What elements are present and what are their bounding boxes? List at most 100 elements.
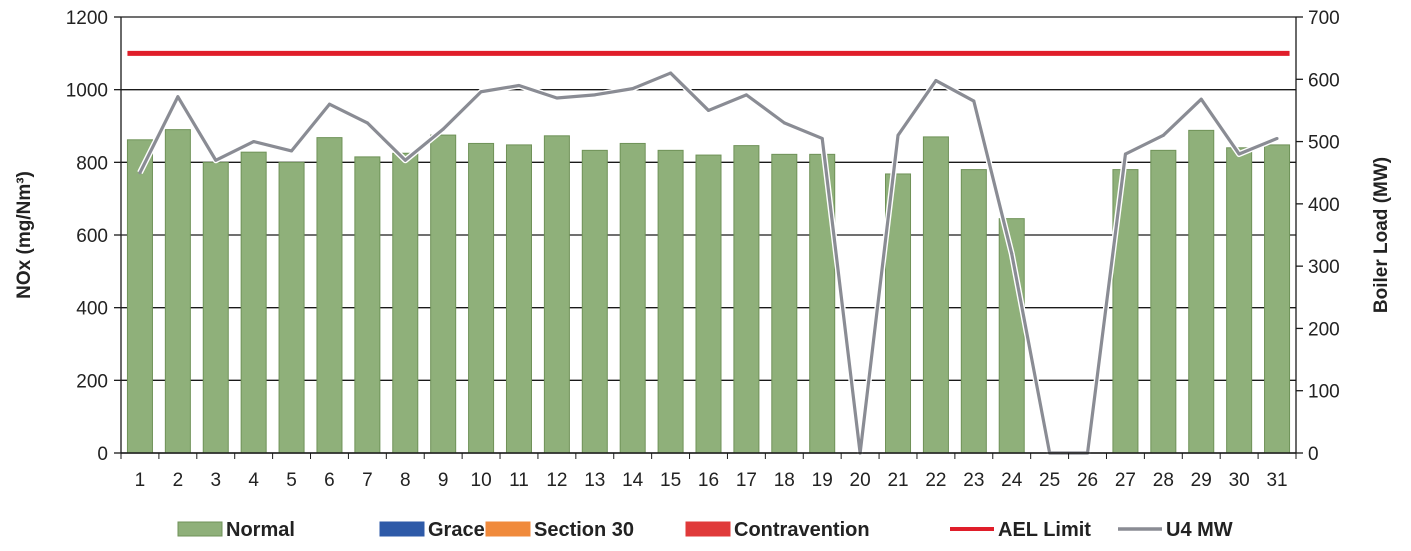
point-u4-mw <box>290 149 294 153</box>
x-tick-label: 23 <box>963 470 984 491</box>
bar-normal <box>468 142 495 454</box>
legend-label-grace: Grace <box>428 519 485 541</box>
x-tick-label: 13 <box>584 470 605 491</box>
bar-normal <box>960 169 987 454</box>
x-tick-label: 27 <box>1115 470 1136 491</box>
axes <box>114 16 1303 459</box>
right-tick-label: 700 <box>1308 8 1340 29</box>
point-u4-mw <box>138 171 142 175</box>
x-axis-ticks: 1 2 3 4 5 6 7 8 9 10 11 12 13 14 15 16 17 18 19 20 21 22 23 24 2… <box>135 470 1288 491</box>
x-tick-label: 31 <box>1266 470 1287 491</box>
point-u4-mw <box>176 95 180 99</box>
bar-normal <box>771 153 798 454</box>
left-tick-label: 200 <box>76 371 108 392</box>
x-tick-label: 12 <box>546 470 567 491</box>
legend-swatch-contravention <box>685 521 731 537</box>
bar-normal <box>1264 144 1291 454</box>
point-u4-mw <box>1123 152 1127 156</box>
legend-label-normal: Normal <box>226 519 295 541</box>
x-tick-label: 9 <box>438 470 449 491</box>
right-axis-ticks: 0 100 200 300 400 500 600 700 <box>1308 8 1340 465</box>
bar-normal <box>543 135 570 454</box>
x-tick-label: 2 <box>173 470 184 491</box>
point-u4-mw <box>669 71 673 75</box>
x-tick-label: 1 <box>135 470 146 491</box>
bar-normal <box>126 139 153 454</box>
bar-normal <box>581 149 608 454</box>
point-u4-mw <box>365 121 369 125</box>
bar-normal <box>505 144 532 454</box>
x-tick-label: 18 <box>774 470 795 491</box>
legend-label-contravention: Contravention <box>734 519 870 541</box>
bar-normal <box>695 154 722 454</box>
point-u4-mw <box>934 79 938 83</box>
x-tick-label: 4 <box>248 470 259 491</box>
point-u4-mw <box>517 84 521 88</box>
bar-series-normal <box>126 129 1291 454</box>
x-tick-label: 6 <box>324 470 335 491</box>
bar-normal <box>202 161 229 454</box>
x-tick-label: 24 <box>1001 470 1023 491</box>
bar-normal <box>922 136 949 454</box>
point-u4-mw <box>252 140 256 144</box>
bar-normal <box>657 149 684 454</box>
point-u4-mw <box>1010 252 1014 256</box>
bar-normal <box>164 129 191 454</box>
bar-normal <box>1188 129 1215 454</box>
x-tick-label: 26 <box>1077 470 1098 491</box>
bar-normal <box>1150 149 1177 454</box>
legend-label-ael-limit: AEL Limit <box>998 519 1091 541</box>
right-tick-label: 400 <box>1308 195 1340 216</box>
x-tick-label: 28 <box>1153 470 1174 491</box>
legend: Normal Grace Section 30 Contravention AEL Li… <box>177 519 1233 541</box>
left-tick-label: 1200 <box>66 8 108 29</box>
point-u4-mw <box>1199 97 1203 101</box>
bar-normal <box>733 145 760 454</box>
point-u4-mw <box>327 102 331 106</box>
left-tick-label: 0 <box>97 444 108 465</box>
x-tick-label: 3 <box>210 470 221 491</box>
point-u4-mw <box>744 93 748 97</box>
x-tick-label: 22 <box>925 470 946 491</box>
x-tick-label: 17 <box>736 470 757 491</box>
left-tick-label: 800 <box>76 153 108 174</box>
point-u4-mw <box>555 96 559 100</box>
bar-normal <box>278 161 305 454</box>
point-u4-mw <box>593 93 597 97</box>
x-tick-label: 30 <box>1229 470 1250 491</box>
right-tick-label: 600 <box>1308 70 1340 91</box>
right-tick-label: 300 <box>1308 257 1340 278</box>
x-tick-label: 29 <box>1191 470 1212 491</box>
bar-normal <box>619 142 646 454</box>
legend-swatch-normal <box>177 521 223 537</box>
point-u4-mw <box>1275 136 1279 140</box>
right-tick-label: 0 <box>1308 444 1319 465</box>
x-tick-label: 11 <box>509 470 529 491</box>
right-tick-label: 100 <box>1308 382 1340 403</box>
x-tick-label: 25 <box>1039 470 1060 491</box>
bar-normal <box>316 137 343 454</box>
bar-normal <box>392 152 419 454</box>
x-tick-label: 15 <box>660 470 681 491</box>
point-u4-mw <box>441 127 445 131</box>
x-tick-label: 10 <box>471 470 492 491</box>
x-tick-label: 5 <box>286 470 297 491</box>
point-u4-mw <box>1161 133 1165 137</box>
legend-label-section-30: Section 30 <box>534 519 634 541</box>
bar-normal <box>354 156 381 454</box>
x-tick-label: 21 <box>887 470 908 491</box>
bar-normal <box>430 134 457 454</box>
left-tick-label: 600 <box>76 226 108 247</box>
bar-normal <box>1226 147 1253 454</box>
point-u4-mw <box>214 158 218 162</box>
point-u4-mw <box>479 90 483 94</box>
point-u4-mw <box>631 87 635 91</box>
point-u4-mw <box>820 136 824 140</box>
left-axis-title: NOx (mg/Nm³) <box>14 171 35 299</box>
point-u4-mw <box>707 108 710 112</box>
x-tick-label: 19 <box>812 470 833 491</box>
right-tick-label: 200 <box>1308 319 1340 340</box>
legend-swatch-grace <box>379 521 425 537</box>
x-tick-label: 7 <box>362 470 373 491</box>
